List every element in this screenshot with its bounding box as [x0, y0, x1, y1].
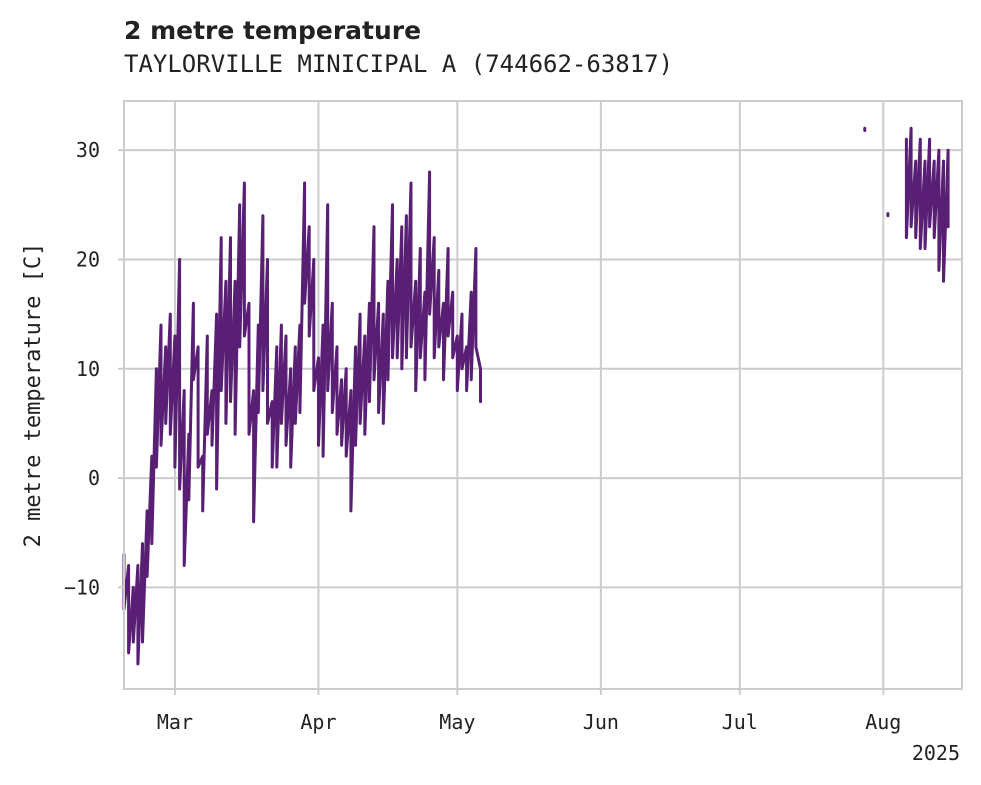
x-axis-year-label: 2025 — [912, 741, 960, 765]
y-tick-label: −10 — [64, 575, 100, 599]
x-tick-label: Apr — [300, 710, 336, 734]
y-tick-label: 0 — [88, 466, 100, 490]
temperature-line-segment — [904, 126, 950, 283]
plot-frame — [123, 100, 963, 690]
y-tick-label: 30 — [76, 138, 100, 162]
x-tick-label: Jun — [583, 710, 619, 734]
y-tick-label: 10 — [76, 357, 100, 381]
temperature-line-segment — [122, 170, 482, 666]
series-line-group — [122, 126, 950, 666]
x-tick-label: Aug — [865, 710, 901, 734]
x-axis-ticks: Mar Apr May Jun Jul Aug — [157, 689, 901, 734]
x-tick-label: Jul — [722, 710, 758, 734]
chart-subtitle: TAYLORVILLE MINICIPAL A (744662-63817) — [124, 50, 674, 78]
x-tick-label: May — [439, 710, 475, 734]
y-axis-label: 2 metre temperature [C] — [21, 243, 46, 548]
grid — [124, 101, 962, 689]
y-axis-ticks: −10 0 10 20 30 — [64, 138, 124, 599]
x-tick-label: Mar — [157, 710, 193, 734]
chart-title: 2 metre temperature — [124, 16, 422, 45]
y-tick-label: 20 — [76, 247, 100, 271]
